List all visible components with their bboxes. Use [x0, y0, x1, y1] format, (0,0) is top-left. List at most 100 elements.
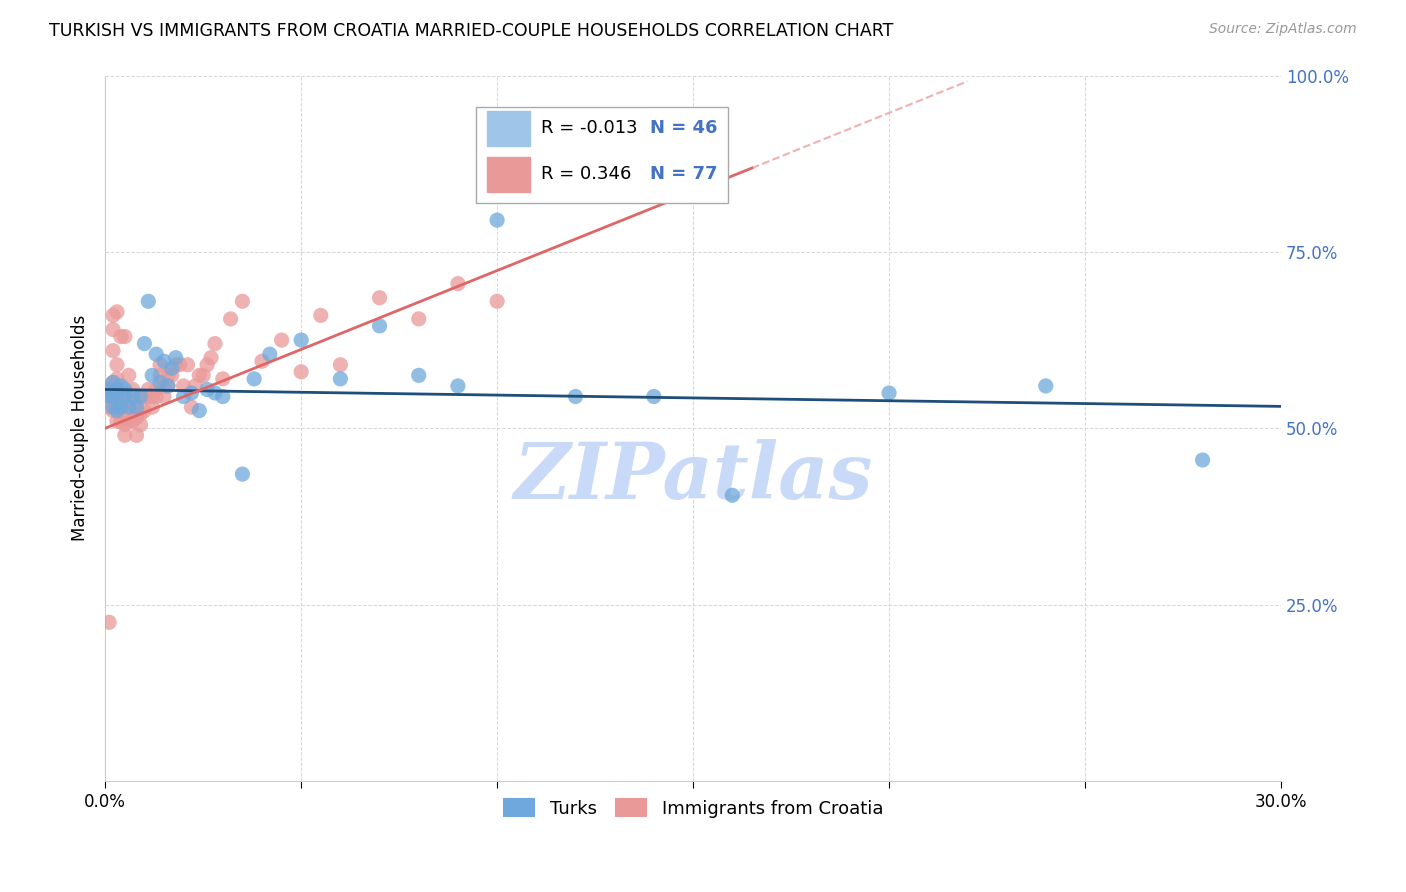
Point: [877, 386, 900, 401]
Point: [136, 294, 159, 309]
Point: [408, 368, 430, 383]
Point: [447, 379, 470, 393]
Point: [184, 379, 207, 393]
Point: [121, 390, 143, 404]
Point: [211, 372, 233, 386]
Point: [98, 400, 121, 414]
Point: [204, 386, 226, 401]
Point: [98, 390, 121, 404]
Point: [118, 414, 141, 428]
Point: [195, 358, 218, 372]
Point: [564, 390, 586, 404]
Point: [149, 358, 172, 372]
Point: [105, 358, 128, 372]
Point: [129, 407, 152, 421]
Point: [173, 379, 195, 393]
Point: [149, 376, 172, 390]
Point: [101, 403, 124, 417]
Point: [176, 358, 198, 372]
Point: [114, 329, 136, 343]
Point: [105, 383, 128, 397]
Point: [290, 365, 312, 379]
Point: [180, 386, 202, 401]
Point: [101, 343, 124, 358]
Point: [129, 390, 152, 404]
Point: [173, 390, 195, 404]
Point: [101, 376, 124, 390]
Point: [153, 390, 176, 404]
Point: [129, 417, 152, 432]
Point: [156, 379, 179, 393]
Legend: Turks, Immigrants from Croatia: Turks, Immigrants from Croatia: [496, 791, 890, 825]
Point: [118, 400, 141, 414]
Text: Source: ZipAtlas.com: Source: ZipAtlas.com: [1209, 22, 1357, 37]
Point: [136, 383, 159, 397]
Point: [114, 407, 136, 421]
Point: [250, 354, 273, 368]
Point: [141, 400, 163, 414]
Point: [309, 309, 332, 323]
Point: [101, 309, 124, 323]
Point: [101, 322, 124, 336]
Point: [156, 368, 179, 383]
Point: [98, 390, 121, 404]
Point: [121, 396, 143, 410]
Point: [145, 383, 167, 397]
Point: [408, 312, 430, 326]
Point: [114, 417, 136, 432]
FancyBboxPatch shape: [488, 111, 530, 146]
Point: [101, 400, 124, 414]
Point: [121, 383, 143, 397]
FancyBboxPatch shape: [488, 157, 530, 192]
Point: [259, 347, 281, 361]
Point: [110, 414, 132, 428]
Point: [145, 390, 167, 404]
Point: [118, 368, 141, 383]
Y-axis label: Married-couple Households: Married-couple Households: [72, 315, 89, 541]
Point: [110, 329, 132, 343]
Text: N = 46: N = 46: [650, 120, 717, 137]
Point: [118, 390, 141, 404]
Point: [200, 351, 222, 365]
Point: [101, 390, 124, 404]
Point: [105, 390, 128, 404]
Point: [134, 336, 156, 351]
Point: [114, 390, 136, 404]
Point: [129, 390, 152, 404]
Point: [105, 403, 128, 417]
Point: [180, 400, 202, 414]
Point: [270, 333, 292, 347]
Point: [231, 294, 253, 309]
Point: [98, 615, 121, 630]
Point: [165, 351, 187, 365]
Point: [290, 333, 312, 347]
Point: [110, 390, 132, 404]
Point: [105, 414, 128, 428]
Point: [114, 390, 136, 404]
Text: TURKISH VS IMMIGRANTS FROM CROATIA MARRIED-COUPLE HOUSEHOLDS CORRELATION CHART: TURKISH VS IMMIGRANTS FROM CROATIA MARRI…: [49, 22, 894, 40]
Point: [153, 379, 176, 393]
Point: [169, 358, 191, 372]
Point: [136, 390, 159, 404]
Point: [721, 488, 744, 502]
Point: [134, 403, 156, 417]
Point: [125, 400, 148, 414]
Point: [188, 403, 211, 417]
Point: [141, 390, 163, 404]
Point: [105, 372, 128, 386]
Point: [125, 428, 148, 442]
Point: [149, 368, 172, 383]
Point: [204, 336, 226, 351]
Point: [329, 372, 352, 386]
Point: [195, 383, 218, 397]
Point: [141, 368, 163, 383]
Point: [368, 318, 391, 333]
Point: [125, 410, 148, 425]
Point: [105, 400, 128, 414]
Point: [110, 400, 132, 414]
Point: [156, 379, 179, 393]
Point: [110, 379, 132, 393]
Point: [110, 400, 132, 414]
Point: [188, 368, 211, 383]
Point: [153, 354, 176, 368]
